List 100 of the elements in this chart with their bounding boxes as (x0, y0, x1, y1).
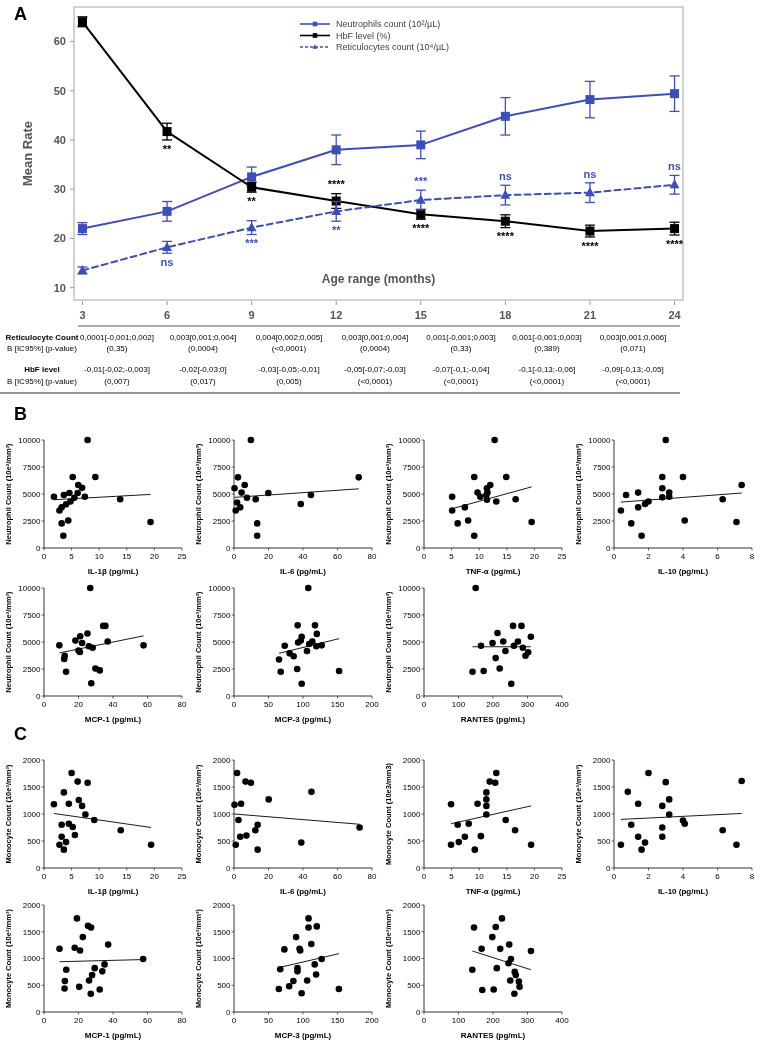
annotation: **** (665, 237, 684, 250)
x-tick-label: 40 (298, 552, 308, 561)
x-tick-label: 20 (74, 1016, 84, 1025)
x-tick-label: 40 (298, 872, 308, 881)
y-tick-label: 30 (53, 183, 66, 196)
x-tick-label: 400 (555, 700, 570, 709)
x-tick-label: 25 (177, 552, 187, 561)
y-tick-label: 1500 (22, 927, 42, 937)
x-tick-label: 2 (646, 872, 652, 881)
y-tick-label: 1500 (212, 927, 232, 937)
y-tick-label: 50 (53, 84, 66, 97)
text: 0,001[-0,001;0,003] (426, 332, 496, 342)
y-tick-label: 0 (416, 691, 422, 701)
y-tick-label: 7500 (212, 610, 232, 620)
text: (0,005) (276, 376, 302, 386)
x-axis-title: Age range (months) (321, 272, 436, 286)
x-tick-label: 100 (296, 700, 311, 709)
text: (<0,0001) (271, 343, 307, 353)
x-tick-label: 50 (264, 1016, 274, 1025)
y-tick-label: 7500 (212, 462, 232, 472)
x-tick-label: 60 (143, 1016, 153, 1025)
x-axis-title: IL-1β (pg/mL) (87, 887, 139, 896)
y-tick-label: 10000 (398, 435, 422, 445)
x-tick-label: 20 (149, 552, 160, 561)
text: (0,017) (190, 376, 216, 386)
x-tick-label: 15 (122, 872, 132, 881)
x-tick-label: 200 (365, 700, 380, 709)
y-tick-label: 20 (53, 232, 66, 245)
annotation: ** (331, 224, 342, 237)
y-tick-label: 0 (416, 863, 422, 873)
y-tick-label: 5000 (22, 489, 42, 499)
x-tick-label: 6 (163, 309, 171, 321)
y-tick-label: 0 (226, 543, 232, 553)
chart-title: C (14, 724, 27, 744)
x-axis-title: IL-6 (pg/mL) (280, 887, 327, 896)
x-tick-label: 18 (499, 309, 512, 321)
text: (0,35) (106, 343, 128, 353)
annotation: **** (581, 239, 600, 252)
x-tick-label: 25 (177, 872, 187, 881)
y-tick-label: 7500 (22, 462, 42, 472)
y-tick-label: 2500 (22, 664, 42, 674)
x-tick-label: 100 (451, 700, 466, 709)
y-tick-label: 7500 (402, 610, 422, 620)
x-tick-label: 20 (149, 872, 160, 881)
y-tick-label: 500 (407, 836, 422, 846)
text: -0,02[-0,03;0] (179, 364, 227, 374)
text: 0,003[0,001;0,004] (341, 332, 409, 342)
y-tick-label: 10000 (588, 435, 612, 445)
y-tick-label: 0 (36, 1007, 42, 1017)
x-tick-label: 150 (330, 1016, 345, 1025)
x-tick-label: 6 (715, 872, 721, 881)
x-tick-label: 40 (108, 1016, 118, 1025)
x-tick-label: 8 (749, 872, 755, 881)
annotation: ns (160, 256, 174, 269)
x-tick-label: 10 (94, 552, 105, 561)
y-tick-label: 2000 (402, 900, 422, 910)
text: (0,0004) (360, 343, 391, 353)
y-tick-label: 5000 (212, 637, 232, 647)
y-tick-label: 2500 (22, 516, 42, 526)
x-tick-label: 4 (680, 552, 686, 561)
x-axis-title: IL-6 (pg/mL) (280, 567, 327, 576)
x-axis-title: IL-1β (pg/mL) (87, 567, 139, 576)
text: -0,07[-0,1;-0,04] (432, 364, 490, 374)
x-tick-label: 300 (520, 1016, 535, 1025)
y-tick-label: 500 (27, 836, 42, 846)
y-tick-label: 1500 (592, 782, 612, 792)
y-axis-title: Mean Rate (20, 120, 35, 187)
x-tick-label: 40 (108, 700, 118, 709)
y-tick-label: 2500 (402, 516, 422, 526)
x-tick-label: 2 (646, 552, 652, 561)
y-tick-label: 2000 (212, 900, 232, 910)
y-tick-label: 1000 (402, 954, 422, 964)
x-axis-title: MCP-3 (pg/mL) (274, 715, 332, 724)
x-tick-label: 25 (557, 872, 567, 881)
x-axis-title: MCP-3 (pg/mL) (274, 1031, 332, 1040)
x-axis-title: TNF-α (pg/mL) (465, 567, 521, 576)
chart-title: A (14, 4, 27, 24)
y-tick-label: 2500 (212, 516, 232, 526)
text: (<0,0001) (529, 376, 565, 386)
x-tick-label: 20 (74, 700, 84, 709)
x-tick-label: 100 (296, 1016, 311, 1025)
text: 0,001[-0,001;0,003] (512, 332, 582, 342)
text: (<0,0001) (357, 376, 393, 386)
annotation: ns (498, 170, 512, 183)
y-tick-label: 0 (606, 863, 612, 873)
y-tick-label: 500 (217, 981, 232, 991)
y-tick-label: 10000 (18, 583, 42, 593)
x-tick-label: 60 (333, 872, 343, 881)
x-axis-title: TNF-α (pg/mL) (465, 887, 521, 896)
annotation: ns (668, 160, 681, 173)
y-tick-label: 1000 (592, 809, 612, 819)
x-tick-label: 10 (94, 872, 105, 881)
y-tick-label: 5000 (592, 489, 612, 499)
x-tick-label: 3 (79, 309, 86, 321)
x-axis-title: RANTES (pg/mL) (460, 715, 526, 724)
y-tick-label: 0 (226, 1007, 232, 1017)
y-tick-label: 0 (606, 543, 612, 553)
x-tick-label: 20 (529, 872, 540, 881)
text: (0,071) (620, 343, 646, 353)
y-tick-label: 5000 (402, 489, 422, 499)
